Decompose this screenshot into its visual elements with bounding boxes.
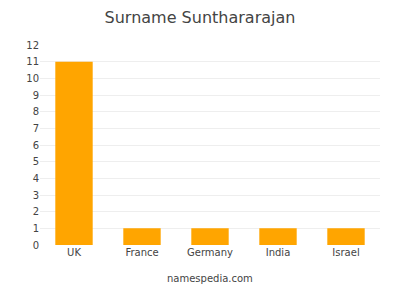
svg-text:5: 5 [33,156,39,167]
svg-text:9: 9 [33,90,39,101]
svg-text:4: 4 [33,173,39,184]
svg-text:7: 7 [33,123,39,134]
svg-text:10: 10 [26,73,39,84]
svg-text:3: 3 [33,190,39,201]
svg-text:6: 6 [33,140,39,151]
svg-text:Surname Sunthararajan: Surname Sunthararajan [105,8,296,27]
svg-text:Germany: Germany [187,247,233,258]
svg-text:UK: UK [67,247,81,258]
svg-text:0: 0 [33,240,39,251]
svg-text:11: 11 [26,56,39,67]
svg-text:Israel: Israel [332,247,359,258]
svg-text:2: 2 [33,206,39,217]
svg-text:France: France [125,247,158,258]
svg-text:namespedia.com: namespedia.com [167,273,253,284]
svg-text:8: 8 [33,106,39,117]
svg-text:1: 1 [33,223,39,234]
svg-text:India: India [266,247,291,258]
svg-text:12: 12 [26,40,39,51]
